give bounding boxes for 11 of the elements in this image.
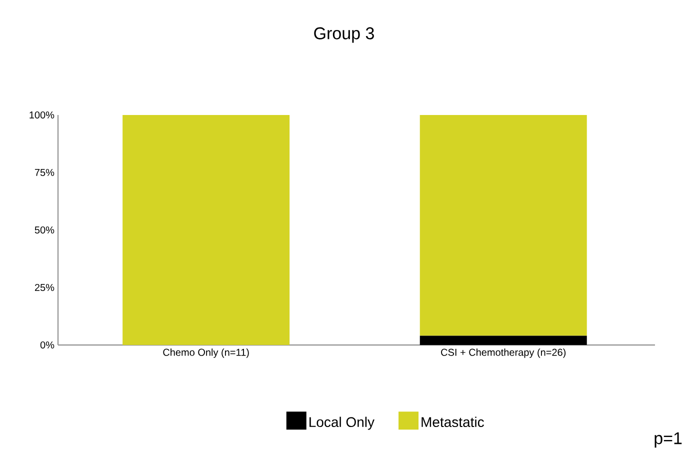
y-tick-label: 50% — [34, 226, 54, 234]
x-tick-label: CSI + Chemotherapy (n=26) — [441, 348, 566, 358]
chart-title: Group 3 — [314, 27, 374, 43]
y-tick-label: 75% — [34, 168, 54, 176]
y-tick-label: 100% — [30, 111, 54, 119]
legend-label: Metastatic — [422, 416, 484, 428]
y-tick-label: 25% — [34, 284, 54, 292]
x-tick-label: Chemo Only (n=11) — [163, 348, 249, 358]
y-tick-label: 0% — [40, 341, 54, 349]
legend-label: Local Only — [310, 416, 374, 430]
text: p=1 — [654, 432, 682, 448]
